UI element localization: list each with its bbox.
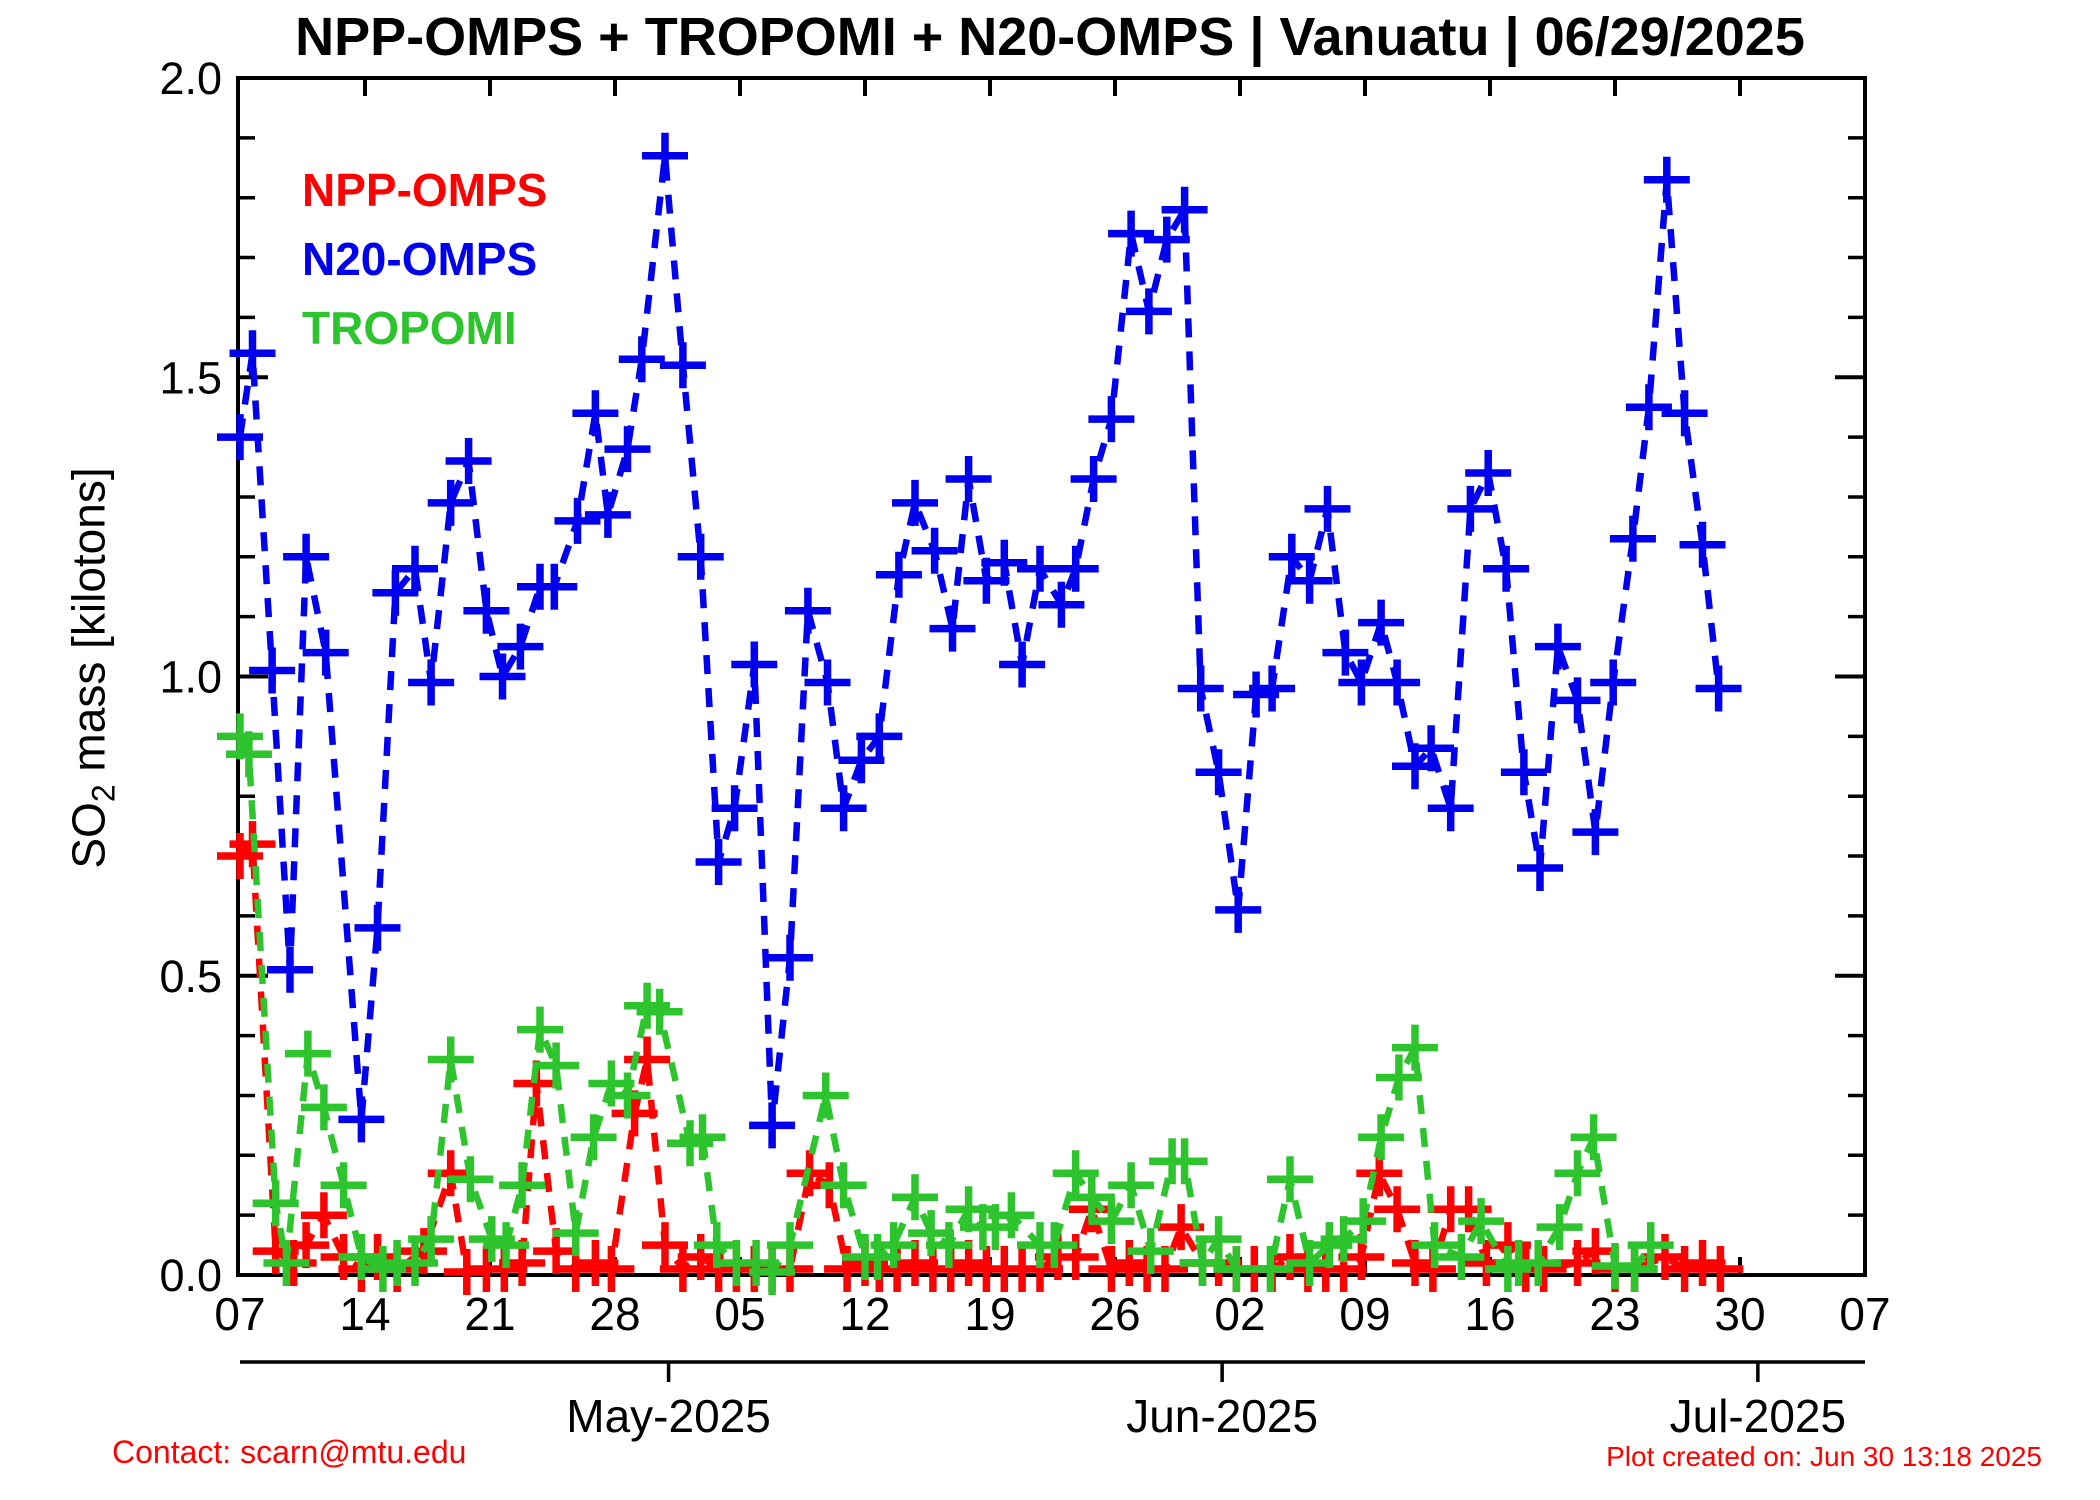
y-axis-label: SO2 mass [kilotons] — [62, 467, 122, 869]
legend-entry-n20-omps: N20-OMPS — [302, 233, 538, 285]
y-tick-label: 0.5 — [159, 951, 222, 1002]
x-tick-label: 05 — [714, 1288, 765, 1340]
plot-created-text: Plot created on: Jun 30 13:18 2025 — [1606, 1441, 2042, 1472]
x-tick-label: 07 — [214, 1288, 265, 1340]
legend-entry-npp-omps: NPP-OMPS — [302, 164, 548, 216]
month-label: Jun-2025 — [1126, 1390, 1318, 1442]
x-tick-label: 09 — [1339, 1288, 1390, 1340]
x-tick-label: 28 — [589, 1288, 640, 1340]
x-tick-label: 02 — [1214, 1288, 1265, 1340]
x-tick-label: 12 — [839, 1288, 890, 1340]
month-label: Jul-2025 — [1670, 1390, 1846, 1442]
series-markers-n20-omps — [217, 132, 1742, 1149]
x-tick-label: 19 — [964, 1288, 1015, 1340]
x-tick-label: 21 — [464, 1288, 515, 1340]
contact-text: Contact: scarn@mtu.edu — [112, 1434, 467, 1470]
chart-title: NPP-OMPS + TROPOMI + N20-OMPS | Vanuatu … — [295, 7, 1805, 67]
y-tick-label: 1.0 — [159, 652, 222, 703]
y-tick-label: 1.5 — [159, 352, 222, 403]
legend-entry-tropomi: TROPOMI — [302, 302, 517, 354]
x-tick-label: 07 — [1839, 1288, 1890, 1340]
x-tick-label: 14 — [339, 1288, 390, 1340]
x-tick-label: 30 — [1714, 1288, 1765, 1340]
series-line-npp-omps — [237, 836, 1722, 1276]
month-label: May-2025 — [566, 1390, 771, 1442]
x-tick-label: 26 — [1089, 1288, 1140, 1340]
series-markers-tropomi — [217, 713, 1674, 1295]
y-tick-label: 0.0 — [159, 1250, 222, 1301]
y-tick-label: 2.0 — [159, 53, 222, 104]
series-line-tropomi — [237, 734, 1654, 1277]
x-tick-label: 16 — [1464, 1288, 1515, 1340]
legend: NPP-OMPS N20-OMPS TROPOMI — [302, 156, 547, 363]
x-tick-label: 23 — [1589, 1288, 1640, 1340]
